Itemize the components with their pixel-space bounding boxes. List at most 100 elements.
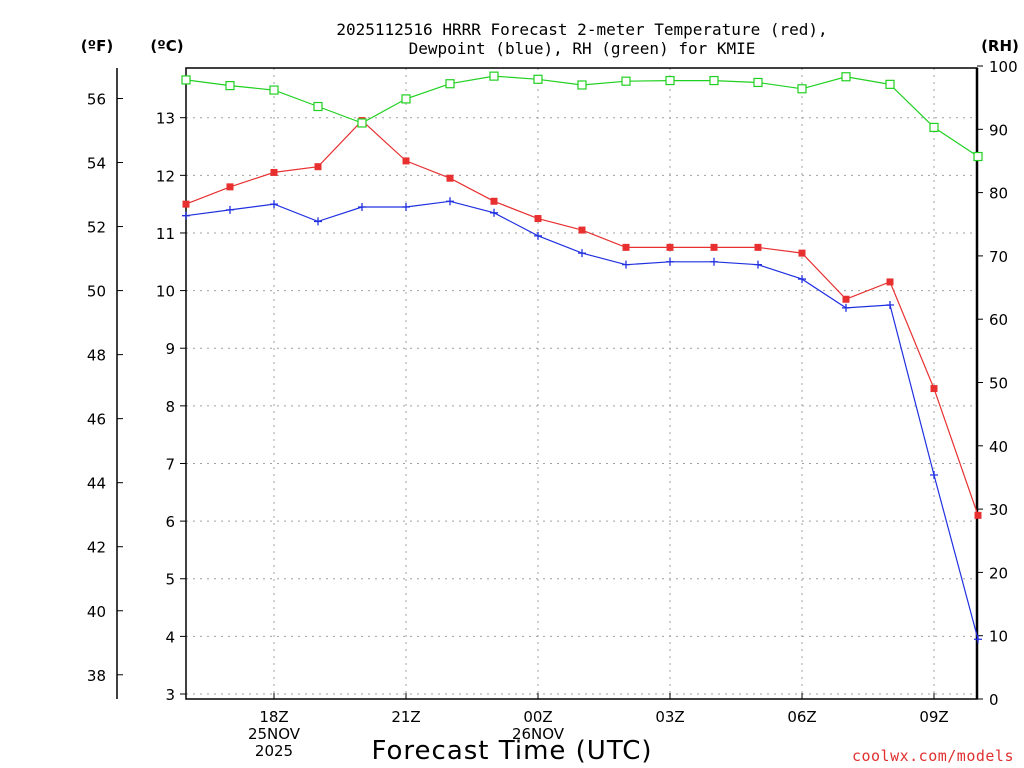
rh-point: [621, 76, 631, 86]
axes: [116, 67, 979, 700]
rh-point: [357, 118, 367, 128]
x-tick-label: 06Z: [787, 708, 816, 726]
dewpoint-point: [534, 231, 542, 240]
plot-frame: [185, 67, 978, 700]
temperature-point: [842, 295, 850, 303]
rh-point: [181, 75, 191, 85]
rh-tick-label: 0: [989, 691, 999, 709]
dewpoint-point: [974, 635, 982, 644]
rh-tick-label: 60: [989, 311, 1008, 329]
rh-unit-label: (RH): [981, 37, 1019, 55]
rh-point: [577, 80, 587, 90]
temperature-point: [314, 163, 322, 171]
rh-point: [929, 122, 939, 133]
rh-point: [489, 71, 499, 81]
dewpoint-point: [490, 208, 498, 217]
rh-tick-label: 20: [989, 564, 1008, 582]
rh-point: [709, 75, 719, 86]
temperature-point: [886, 278, 894, 286]
fahrenheit-tick-label: 50: [87, 283, 106, 301]
grid-lines: [186, 68, 977, 699]
celsius-tick-label: 5: [165, 571, 175, 589]
temperature-point: [974, 511, 982, 519]
x-tick-label: 25NOV: [248, 725, 301, 743]
rh-tick-label: 100: [989, 58, 1018, 76]
rh-point: [445, 79, 455, 89]
dewpoint-point: [182, 211, 190, 220]
dewpoint-point: [666, 257, 674, 266]
chart-title-line1: 2025112516 HRRR Forecast 2-meter Tempera…: [336, 20, 827, 39]
dewpoint-point: [710, 257, 718, 266]
temperature-point: [798, 249, 806, 257]
rh-point: [841, 72, 851, 82]
celsius-tick-label: 11: [156, 225, 175, 243]
x-tick-label: 00Z: [523, 708, 552, 726]
fahrenheit-tick-label: 38: [87, 667, 106, 685]
x-tick-label: 26NOV: [512, 725, 565, 743]
dewpoint-point: [886, 300, 894, 309]
dewpoint-point: [226, 205, 234, 214]
rh-point: [973, 151, 983, 162]
rh-point: [313, 101, 323, 112]
dewpoint-point: [358, 203, 366, 212]
x-tick-label: 18Z: [259, 708, 288, 726]
rh-tick-label: 50: [989, 375, 1008, 393]
dewpoint-point: [314, 217, 322, 226]
x-tick-label: 2025: [255, 742, 293, 760]
temperature-point: [710, 243, 718, 251]
rh-point: [753, 77, 763, 88]
x-tick-label: 09Z: [919, 708, 948, 726]
x-tick-label: 21Z: [391, 708, 420, 726]
temperature-point: [402, 157, 410, 165]
credit-link[interactable]: coolwx.com/models: [852, 747, 1014, 765]
rh-point: [665, 75, 675, 86]
celsius-tick-label: 8: [165, 398, 175, 416]
rh-tick-label: 10: [989, 628, 1008, 646]
celsius-unit-label: (ºC): [150, 37, 183, 55]
fahrenheit-tick-label: 42: [87, 539, 106, 557]
temperature-point: [270, 168, 278, 176]
rh-point: [533, 74, 543, 84]
temperature-point: [490, 197, 498, 205]
dewpoint-point: [446, 197, 454, 206]
celsius-tick-label: 7: [165, 455, 175, 473]
rh-point: [885, 79, 895, 89]
celsius-tick-label: 9: [165, 340, 175, 358]
celsius-tick-label: 13: [156, 110, 175, 128]
temperature-point: [578, 226, 586, 234]
temperature-point: [182, 200, 190, 208]
dewpoint-point: [842, 303, 850, 312]
temperature-point: [534, 215, 542, 223]
rh-point: [797, 84, 807, 94]
celsius-tick-label: 6: [165, 513, 175, 531]
temperature-point: [226, 183, 234, 191]
rh-tick-label: 70: [989, 248, 1008, 266]
rh-tick-label: 80: [989, 185, 1008, 203]
temperature-point: [666, 243, 674, 251]
celsius-tick-label: 10: [156, 283, 175, 301]
dewpoint-point: [754, 260, 762, 269]
rh-point: [269, 85, 279, 95]
fahrenheit-tick-label: 48: [87, 347, 106, 365]
fahrenheit-tick-label: 52: [87, 219, 106, 237]
temperature-line: [185, 119, 979, 516]
x-tick-label: 03Z: [655, 708, 684, 726]
rh-tick-label: 90: [989, 121, 1008, 139]
temperature-point: [754, 243, 762, 251]
fahrenheit-tick-label: 44: [87, 475, 106, 493]
x-axis-title: Forecast Time (UTC): [371, 736, 652, 766]
celsius-tick-label: 4: [165, 628, 175, 646]
chart-title-line2: Dewpoint (blue), RH (green) for KMIE: [409, 39, 756, 58]
dewpoint-point: [622, 260, 630, 269]
rh-point: [225, 81, 235, 91]
dewpoint-point: [402, 203, 410, 212]
fahrenheit-tick-label: 54: [87, 155, 106, 173]
data-series: [181, 71, 983, 644]
fahrenheit-tick-label: 40: [87, 603, 106, 621]
rh-point: [401, 94, 411, 104]
dewpoint-point: [798, 275, 806, 284]
dewpoint-point: [578, 249, 586, 258]
dewpoint-line: [185, 200, 979, 640]
